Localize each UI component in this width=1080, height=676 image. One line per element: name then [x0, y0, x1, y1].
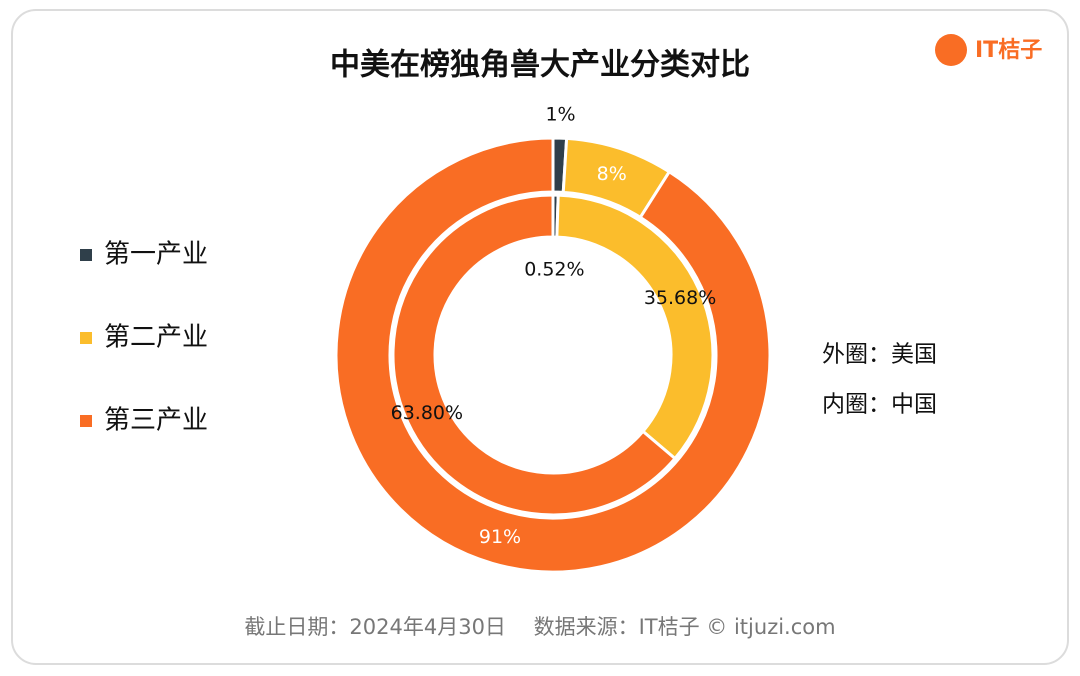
legend-label: 第二产业 — [104, 323, 208, 353]
donut-slice — [334, 136, 772, 574]
legend-swatch — [80, 249, 92, 261]
value-label: 91% — [479, 526, 521, 548]
value-label: 35.68% — [644, 287, 716, 309]
donut-slice — [555, 193, 715, 461]
footer: 截止日期：2024年4月30日 数据来源：IT桔子 © itjuzi.com — [244, 615, 835, 639]
logo-icon — [935, 34, 967, 66]
card — [11, 9, 1069, 665]
chart-title: 中美在榜独角兽大产业分类对比 — [330, 48, 750, 83]
annotation: 内圈：中国 — [822, 392, 937, 418]
legend-swatch — [80, 332, 92, 344]
donut-slice — [391, 193, 678, 517]
value-label: 0.52% — [524, 259, 584, 281]
legend-swatch — [80, 415, 92, 427]
logo: IT桔子 — [975, 38, 1042, 63]
legend-label: 第一产业 — [104, 240, 208, 270]
value-label: 1% — [545, 104, 575, 126]
value-label: 8% — [597, 163, 627, 185]
legend-label: 第三产业 — [104, 406, 208, 436]
annotation: 外圈：美国 — [822, 342, 937, 368]
value-label: 63.80% — [391, 402, 463, 424]
